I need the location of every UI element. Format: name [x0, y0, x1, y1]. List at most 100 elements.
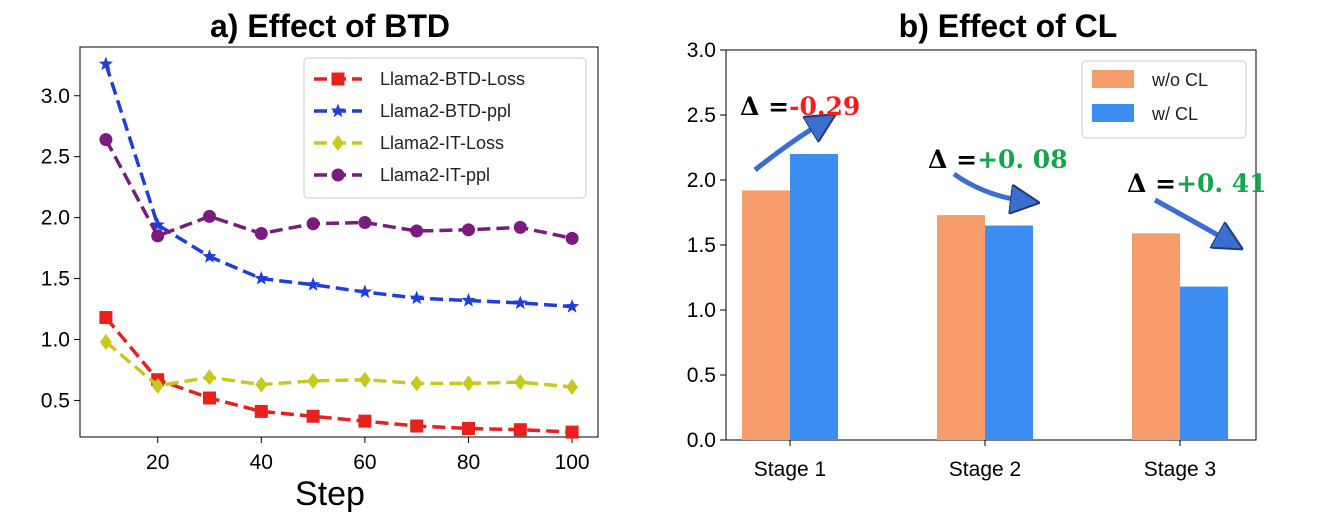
data-point [566, 379, 579, 396]
data-point [513, 423, 527, 437]
data-point [357, 284, 373, 299]
x-tick-label: Stage 3 [1144, 458, 1216, 481]
data-point [203, 369, 216, 386]
trend-arrow [753, 122, 823, 172]
x-axis-label: Step [295, 475, 365, 513]
legend-entry: Llama2-IT-ppl [314, 165, 490, 185]
data-point [410, 419, 424, 433]
data-point [305, 277, 321, 291]
legend-entry: w/o CL [1092, 70, 1208, 90]
chart-title: a) Effect of BTD [210, 8, 450, 44]
delta-prefix: Δ = [928, 145, 977, 174]
y-tick-label: 2.0 [41, 207, 70, 230]
delta-value: +0. 41 [1176, 169, 1267, 198]
y-tick-label: 1.5 [687, 234, 716, 257]
delta-annotation: Δ =-0.29 [740, 92, 860, 172]
data-point [203, 209, 216, 223]
legend-marker [331, 168, 345, 182]
y-tick-label: 0.5 [41, 389, 70, 412]
chart-title: b) Effect of CL [899, 8, 1118, 44]
legend-entry: w/ CL [1092, 104, 1198, 124]
data-point [461, 293, 476, 307]
data-point [254, 271, 269, 285]
data-point [99, 133, 113, 147]
data-point [254, 404, 268, 418]
series-llama2-it-ppl [99, 133, 579, 245]
legend: Llama2-BTD-Loss Llama2-BTD-ppl Llama2-IT-L… [303, 57, 587, 199]
bar [985, 225, 1033, 440]
x-tick-label: 20 [146, 451, 169, 474]
series-w--cl [790, 154, 1228, 440]
data-point [462, 375, 475, 392]
series-llama2-it-loss [99, 333, 579, 396]
y-tick-label: 2.0 [687, 169, 716, 192]
delta-label: Δ =+0. 41 [1127, 169, 1267, 198]
y-tick-label: 1.0 [687, 299, 716, 322]
bar [790, 154, 838, 440]
data-point [98, 56, 114, 71]
bar [937, 215, 985, 440]
delta-annotation: Δ =+0. 08 [928, 145, 1068, 201]
delta-value: +0. 08 [977, 145, 1068, 174]
x-tick-label: Stage 2 [949, 458, 1021, 481]
delta-prefix: Δ = [740, 92, 789, 121]
x-tick-label: 100 [555, 451, 590, 474]
data-point [255, 376, 268, 393]
data-point [358, 414, 372, 428]
legend-marker [332, 135, 344, 151]
x-tick-label: 60 [353, 451, 376, 474]
data-point [307, 372, 320, 389]
trend-arrow [1153, 197, 1230, 242]
data-point [202, 249, 217, 263]
series-line [104, 316, 573, 434]
delta-annotation: Δ =+0. 41 [1127, 169, 1267, 242]
data-point [513, 220, 527, 234]
data-point [150, 217, 165, 232]
series-llama2-btd-ppl [98, 56, 580, 313]
y-tick-label: 3.0 [41, 85, 70, 108]
y-tick-label: 0.0 [687, 429, 716, 452]
chart-effect-of-btd: a) Effect of BTD 0.5 1.0 1.5 2.0 2.5 3.0 20 40… [0, 0, 640, 522]
data-point [99, 333, 112, 350]
data-point [358, 371, 371, 388]
y-tick-label: 2.5 [687, 104, 716, 127]
series-line [104, 340, 573, 389]
delta-value: -0.29 [789, 92, 860, 121]
data-point [565, 425, 579, 439]
bar [1180, 286, 1228, 440]
plot-frame [79, 46, 599, 438]
y-tick-label: 0.5 [687, 364, 716, 387]
data-point [306, 217, 320, 231]
data-point [462, 421, 475, 435]
data-point [564, 299, 580, 313]
legend-swatch [1092, 104, 1134, 122]
data-point [151, 377, 164, 394]
legend-label: Llama2-BTD-Loss [380, 69, 525, 89]
data-point [513, 295, 528, 310]
data-point [410, 375, 423, 392]
data-point [410, 224, 424, 238]
data-point [409, 290, 424, 305]
data-point [99, 311, 113, 325]
series-llama2-btd-loss [99, 311, 579, 439]
x-tick-label: 80 [457, 451, 480, 474]
legend-marker [331, 72, 345, 86]
chart-effect-of-cl: b) Effect of CL 0.0 0.5 1.0 1.5 2.0 2.5 3.0 St… [640, 0, 1327, 522]
legend-marker [330, 103, 346, 118]
x-tick-label: 40 [250, 451, 273, 474]
series-line [104, 138, 573, 241]
bar-chart-svg: b) Effect of CL 0.0 0.5 1.0 1.5 2.0 2.5 3.0 St… [687, 8, 1267, 481]
delta-label: Δ =-0.29 [740, 92, 860, 121]
bar [1132, 233, 1180, 440]
data-point [306, 409, 320, 423]
legend-label: Llama2-BTD-ppl [380, 101, 511, 121]
legend-label: w/ CL [1151, 104, 1198, 124]
data-point [565, 231, 579, 245]
data-point [358, 216, 372, 229]
delta-label: Δ =+0. 08 [928, 145, 1068, 174]
trend-arrow [952, 171, 1025, 201]
line-chart-svg: a) Effect of BTD 0.5 1.0 1.5 2.0 2.5 3.0 20 40… [41, 8, 599, 513]
data-point [203, 391, 216, 405]
series-w-o-cl [742, 190, 1180, 440]
y-tick-label: 2.5 [41, 146, 70, 169]
